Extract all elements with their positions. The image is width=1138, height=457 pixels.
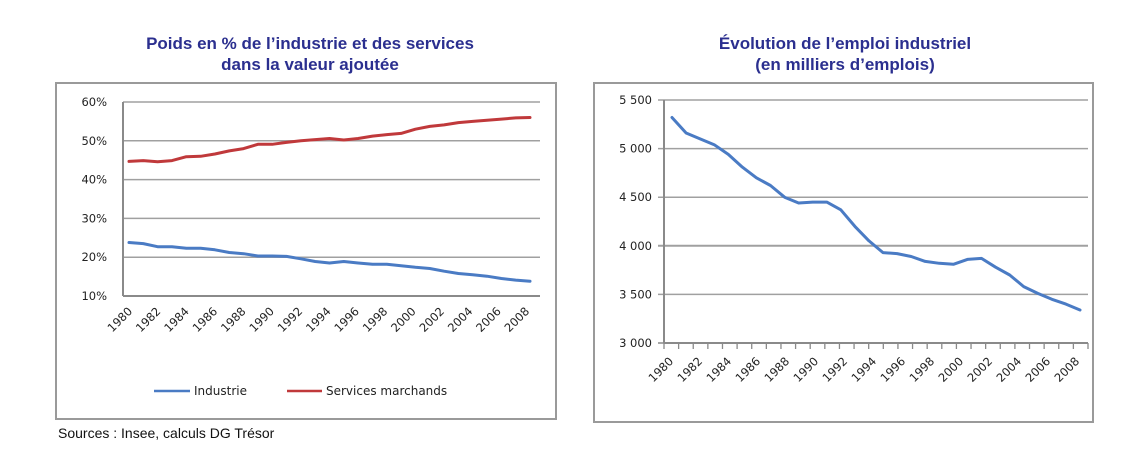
x-tick-label: 1984 (704, 354, 735, 385)
source-note: Sources : Insee, calculs DG Trésor (58, 425, 275, 441)
y-tick-label: 4 000 (619, 239, 652, 253)
left-chart-title-line1: Poids en % de l’industrie et des service… (146, 34, 474, 53)
left-chart-frame (55, 82, 557, 420)
x-tick-label: 1990 (246, 304, 277, 335)
right-chart-frame (593, 82, 1094, 423)
x-tick-label: 1996 (331, 304, 362, 335)
y-tick-label: 10% (81, 289, 107, 303)
legend-label-industrie: Industrie (194, 384, 247, 398)
y-tick-label: 40% (81, 173, 107, 187)
left-chart-title-line2: dans la valeur ajoutée (221, 55, 399, 74)
legend-label-services: Services marchands (326, 384, 447, 398)
x-tick-label: 1996 (878, 354, 909, 385)
right-chart-title: Évolution de l’emploi industriel (en mil… (595, 33, 1095, 75)
x-tick-label: 2000 (388, 304, 419, 335)
series-line-industrie (127, 241, 532, 283)
x-tick-label: 2006 (473, 304, 504, 335)
y-tick-label: 50% (81, 134, 107, 148)
x-tick-label: 1998 (907, 354, 938, 385)
y-tick-label: 5 500 (619, 93, 652, 107)
x-tick-label: 1994 (849, 354, 880, 385)
y-tick-label: 60% (81, 95, 107, 109)
left-chart-title: Poids en % de l’industrie et des service… (60, 33, 560, 75)
x-tick-label: 1988 (762, 354, 793, 385)
right-chart-title-line2: (en milliers d’emplois) (755, 55, 935, 74)
x-tick-label: 1980 (105, 304, 136, 335)
y-tick-label: 3 500 (619, 287, 652, 301)
x-tick-label: 2002 (416, 304, 447, 335)
right-chart-title-line1: Évolution de l’emploi industriel (718, 34, 972, 53)
series-line-emploi-industriel (670, 116, 1082, 312)
x-tick-label: 1994 (303, 304, 334, 335)
series-line-services-marchands (127, 116, 532, 164)
x-tick-label: 1982 (133, 304, 164, 335)
x-tick-label: 2000 (936, 354, 967, 385)
x-tick-label: 1992 (820, 354, 851, 385)
x-tick-label: 2006 (1023, 354, 1054, 385)
x-tick-label: 2008 (1052, 354, 1083, 385)
y-tick-label: 20% (81, 250, 107, 264)
x-tick-label: 2002 (965, 354, 996, 385)
y-tick-label: 5 000 (619, 142, 652, 156)
x-tick-label: 2008 (502, 304, 533, 335)
x-tick-label: 1986 (733, 354, 764, 385)
x-tick-label: 1988 (218, 304, 249, 335)
x-tick-label: 1990 (791, 354, 822, 385)
x-tick-label: 2004 (994, 354, 1025, 385)
y-tick-label: 30% (81, 211, 107, 225)
left-chart-plot: 60%50%40%30%20%10%1980198219841986198819… (81, 95, 540, 398)
x-tick-label: 1986 (190, 304, 221, 335)
x-tick-label: 1992 (275, 304, 306, 335)
x-tick-label: 1984 (161, 304, 192, 335)
x-tick-label: 1980 (646, 354, 677, 385)
x-tick-label: 2004 (445, 304, 476, 335)
y-tick-label: 4 500 (619, 190, 652, 204)
y-tick-label: 3 000 (619, 336, 652, 350)
x-tick-label: 1982 (675, 354, 706, 385)
x-tick-label: 1998 (360, 304, 391, 335)
